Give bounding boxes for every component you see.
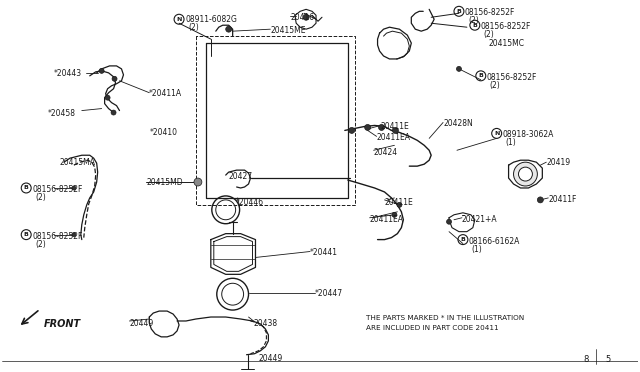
Text: N: N bbox=[494, 131, 499, 136]
Text: 08911-6082G: 08911-6082G bbox=[185, 15, 237, 24]
Circle shape bbox=[111, 110, 116, 115]
Text: (2): (2) bbox=[490, 81, 500, 90]
Circle shape bbox=[538, 197, 543, 203]
Text: 20449: 20449 bbox=[259, 354, 282, 363]
Text: B: B bbox=[456, 9, 461, 14]
Text: B: B bbox=[472, 23, 477, 28]
Text: 20411F: 20411F bbox=[548, 195, 577, 204]
Text: (2): (2) bbox=[468, 16, 479, 25]
Text: B: B bbox=[478, 73, 483, 78]
Text: *20410: *20410 bbox=[149, 128, 177, 137]
Circle shape bbox=[112, 76, 117, 81]
Text: 20427: 20427 bbox=[228, 172, 253, 181]
Circle shape bbox=[105, 95, 110, 100]
Text: *20458: *20458 bbox=[48, 109, 76, 118]
Text: THE PARTS MARKED * IN THE ILLUSTRATION: THE PARTS MARKED * IN THE ILLUSTRATION bbox=[365, 315, 524, 321]
Text: 20449: 20449 bbox=[129, 319, 154, 328]
Text: *20411A: *20411A bbox=[148, 89, 181, 98]
Text: 8: 8 bbox=[583, 355, 588, 364]
Circle shape bbox=[194, 178, 202, 186]
Circle shape bbox=[72, 232, 76, 237]
Text: 20415MA: 20415MA bbox=[60, 158, 96, 167]
Text: 08166-6162A: 08166-6162A bbox=[469, 237, 520, 246]
Text: (2): (2) bbox=[35, 193, 46, 202]
Text: B: B bbox=[461, 237, 465, 242]
Circle shape bbox=[397, 202, 402, 207]
Text: (1): (1) bbox=[472, 244, 483, 254]
Circle shape bbox=[378, 125, 385, 131]
Text: (2): (2) bbox=[188, 23, 199, 32]
Circle shape bbox=[392, 212, 397, 217]
Text: 08156-8252F: 08156-8252F bbox=[465, 8, 515, 17]
Text: 08156-8252F: 08156-8252F bbox=[487, 73, 537, 82]
Text: *20446: *20446 bbox=[236, 198, 264, 207]
Text: 20428N: 20428N bbox=[443, 119, 473, 128]
Circle shape bbox=[365, 125, 371, 131]
Text: *20447: *20447 bbox=[315, 289, 343, 298]
Circle shape bbox=[513, 162, 538, 186]
Text: 08918-3062A: 08918-3062A bbox=[502, 131, 554, 140]
Text: ARE INCLUDED IN PART CODE 20411: ARE INCLUDED IN PART CODE 20411 bbox=[365, 325, 499, 331]
Text: 20411EA: 20411EA bbox=[370, 215, 404, 224]
Text: 08156-8252F: 08156-8252F bbox=[32, 185, 83, 194]
Circle shape bbox=[447, 219, 451, 224]
Text: 20415MD: 20415MD bbox=[147, 178, 183, 187]
Text: (2): (2) bbox=[35, 240, 46, 248]
Text: *20441: *20441 bbox=[310, 247, 338, 257]
Text: 20411E: 20411E bbox=[381, 122, 410, 131]
Text: B: B bbox=[24, 186, 29, 190]
Text: B: B bbox=[24, 232, 29, 237]
Circle shape bbox=[392, 128, 399, 134]
Circle shape bbox=[456, 66, 461, 71]
Circle shape bbox=[226, 26, 232, 32]
Circle shape bbox=[518, 167, 532, 181]
Text: N: N bbox=[177, 17, 182, 22]
Circle shape bbox=[99, 68, 104, 73]
Circle shape bbox=[72, 186, 76, 190]
Text: 5: 5 bbox=[606, 355, 611, 364]
Text: 20415MC: 20415MC bbox=[489, 39, 525, 48]
Text: 20421+A: 20421+A bbox=[462, 215, 497, 224]
Text: 20416: 20416 bbox=[290, 13, 314, 22]
Text: (1): (1) bbox=[506, 138, 516, 147]
Text: 20411EA: 20411EA bbox=[376, 134, 411, 142]
Text: FRONT: FRONT bbox=[44, 319, 81, 329]
Circle shape bbox=[349, 128, 355, 134]
Text: 20411E: 20411E bbox=[385, 198, 413, 207]
Circle shape bbox=[303, 14, 309, 20]
Text: 08156-8252F: 08156-8252F bbox=[481, 22, 531, 31]
Text: 20415ME: 20415ME bbox=[270, 26, 306, 35]
Text: 20419: 20419 bbox=[547, 158, 570, 167]
Text: 08156-8252F: 08156-8252F bbox=[32, 232, 83, 241]
Text: 20438: 20438 bbox=[253, 319, 278, 328]
Text: *20443: *20443 bbox=[54, 69, 82, 78]
Text: (2): (2) bbox=[484, 30, 495, 39]
Text: 20424: 20424 bbox=[374, 148, 397, 157]
